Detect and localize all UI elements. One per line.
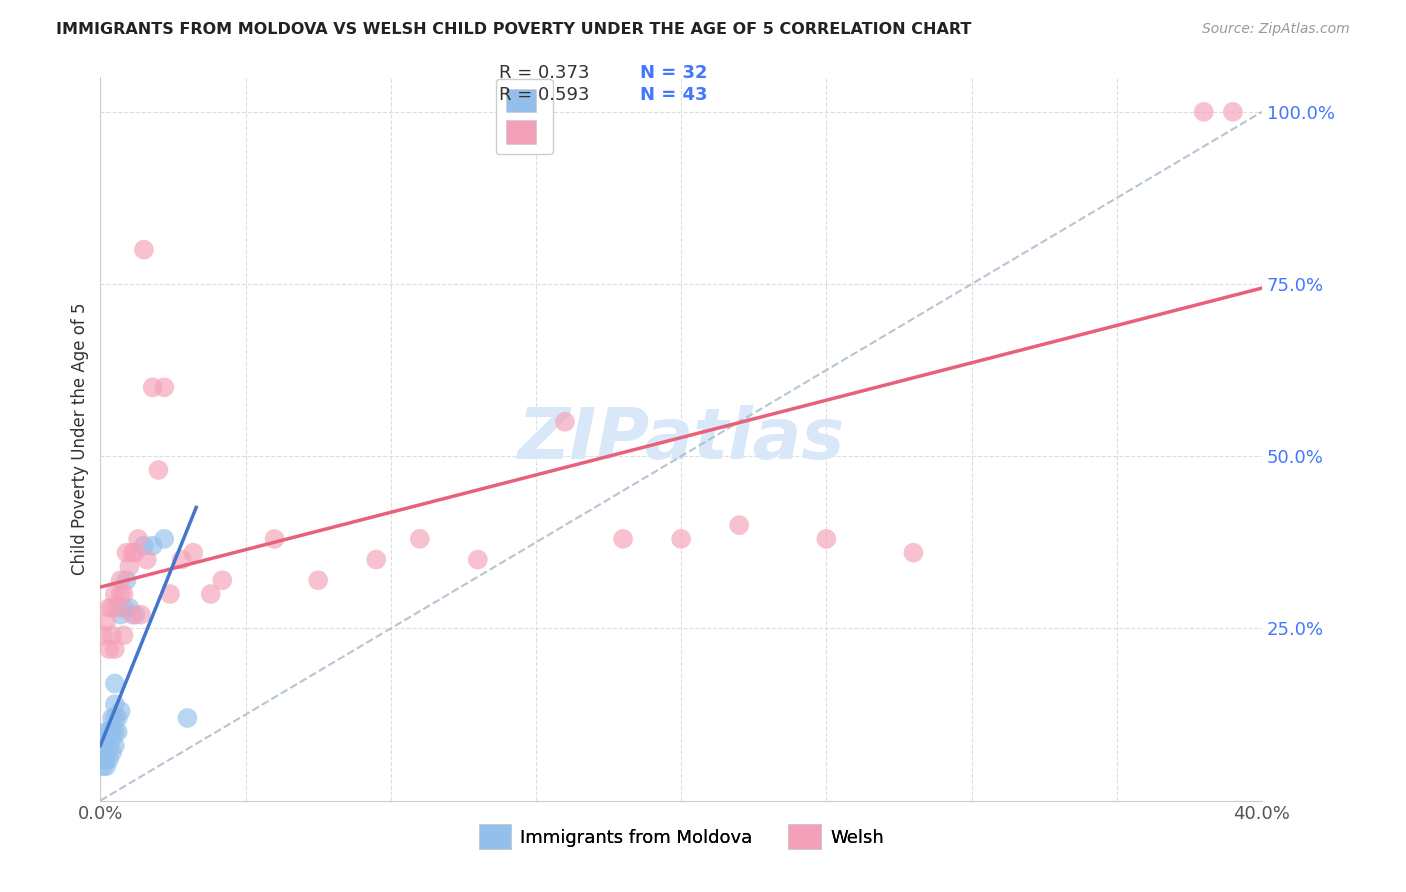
Point [159, 587, 181, 601]
Point [121, 546, 143, 560]
Point [124, 607, 146, 622]
Point [132, 243, 155, 257]
Point [104, 724, 127, 739]
Point [148, 463, 170, 477]
Point [118, 600, 141, 615]
Point [104, 642, 127, 657]
Point [728, 518, 751, 533]
Point [101, 711, 124, 725]
Point [1222, 104, 1244, 119]
Point [127, 532, 149, 546]
Point [170, 552, 193, 566]
Point [669, 532, 692, 546]
Point [96, 724, 118, 739]
Point [115, 546, 138, 560]
Point [121, 607, 143, 622]
Point [98, 642, 121, 657]
Point [366, 552, 388, 566]
Point [104, 676, 127, 690]
Point [467, 552, 489, 566]
Point [101, 628, 124, 642]
Point [98, 724, 121, 739]
Point [903, 546, 925, 560]
Point [112, 628, 135, 642]
Y-axis label: Child Poverty Under the Age of 5: Child Poverty Under the Age of 5 [72, 302, 89, 575]
Point [98, 752, 121, 766]
Point [107, 711, 129, 725]
Point [104, 587, 127, 601]
Text: N = 32: N = 32 [640, 64, 707, 82]
Text: ZIPatlas: ZIPatlas [517, 405, 845, 474]
Point [96, 739, 118, 753]
Point [211, 573, 233, 587]
Point [110, 607, 132, 622]
Point [129, 607, 152, 622]
Point [98, 600, 121, 615]
Point [110, 704, 132, 718]
Point [107, 724, 129, 739]
Point [153, 380, 176, 394]
Point [104, 711, 127, 725]
Point [200, 587, 222, 601]
Point [142, 380, 165, 394]
Point [263, 532, 285, 546]
Text: R = 0.373: R = 0.373 [499, 64, 589, 82]
Point [554, 415, 576, 429]
Point [1192, 104, 1215, 119]
Point [91, 759, 114, 773]
Point [96, 615, 118, 629]
Point [101, 600, 124, 615]
Point [112, 600, 135, 615]
Text: N = 43: N = 43 [640, 87, 707, 104]
Point [101, 746, 124, 760]
Text: R = 0.593: R = 0.593 [499, 87, 589, 104]
Text: Source: ZipAtlas.com: Source: ZipAtlas.com [1202, 22, 1350, 37]
Point [142, 539, 165, 553]
Point [104, 739, 127, 753]
Point [107, 600, 129, 615]
Point [101, 731, 124, 746]
Point [112, 587, 135, 601]
Point [115, 573, 138, 587]
Point [153, 532, 176, 546]
Point [135, 552, 157, 566]
Point [409, 532, 432, 546]
Point [91, 628, 114, 642]
Point [91, 746, 114, 760]
Point [118, 559, 141, 574]
Point [176, 711, 198, 725]
Point [91, 752, 114, 766]
Point [307, 573, 329, 587]
Point [612, 532, 634, 546]
Point [110, 587, 132, 601]
Point [181, 546, 204, 560]
Legend: Immigrants from Moldova, Welsh: Immigrants from Moldova, Welsh [471, 817, 891, 856]
Point [98, 739, 121, 753]
Point [96, 752, 118, 766]
Point [815, 532, 838, 546]
Point [101, 724, 124, 739]
Point [96, 759, 118, 773]
Point [98, 731, 121, 746]
Point [104, 697, 127, 711]
Point [132, 539, 155, 553]
Point [110, 573, 132, 587]
Point [124, 546, 146, 560]
Text: IMMIGRANTS FROM MOLDOVA VS WELSH CHILD POVERTY UNDER THE AGE OF 5 CORRELATION CH: IMMIGRANTS FROM MOLDOVA VS WELSH CHILD P… [56, 22, 972, 37]
